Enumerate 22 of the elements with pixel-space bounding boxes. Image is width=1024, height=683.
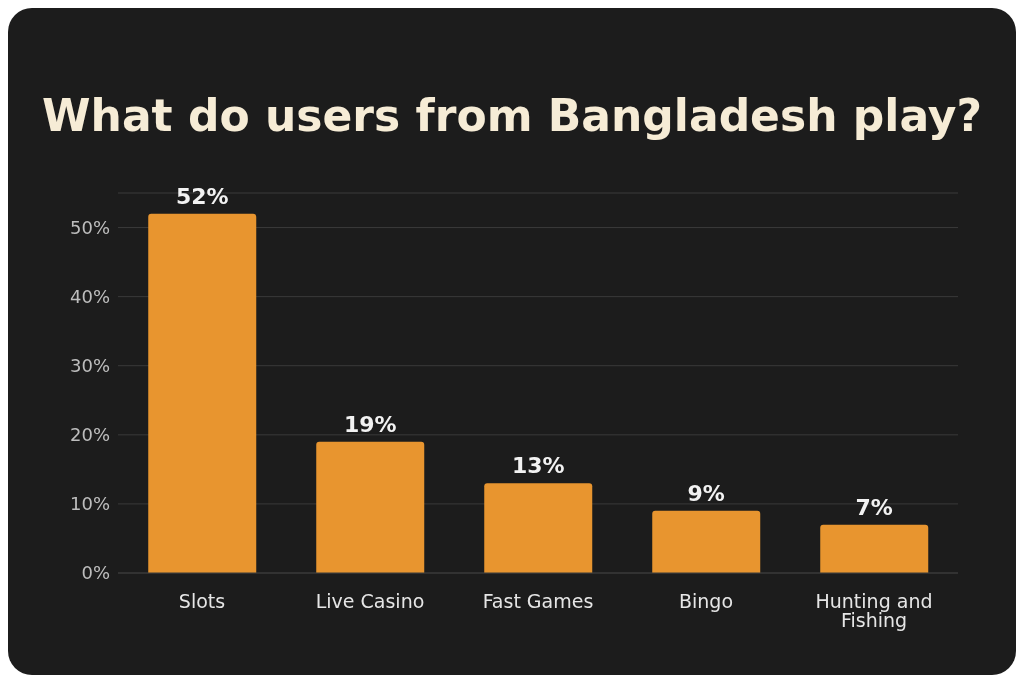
y-tick-label: 50% [69,216,110,238]
x-tick-label: Bingo [678,590,734,613]
data-label: 52% [175,183,229,209]
bar [316,441,425,573]
y-tick-label: 20% [69,424,110,446]
data-label: 19% [343,411,397,437]
data-label: 9% [687,480,725,506]
y-tick-label: 0% [81,562,110,584]
y-tick-label: 30% [69,355,110,377]
y-tick-label: 10% [69,493,110,515]
x-tick-label: Fast Games [482,590,594,613]
chart-title: What do users from Bangladesh play? [41,90,983,141]
bar [652,510,761,573]
x-tick-label: Live Casino [315,590,425,613]
bar [148,213,257,573]
x-tick-label: Slots [178,590,226,613]
bar [820,524,929,573]
data-label: 13% [511,453,565,479]
y-tick-label: 40% [69,286,110,308]
data-label: 7% [855,494,893,520]
x-tick-label: Hunting and Fishing [815,590,933,632]
bar [484,483,593,573]
